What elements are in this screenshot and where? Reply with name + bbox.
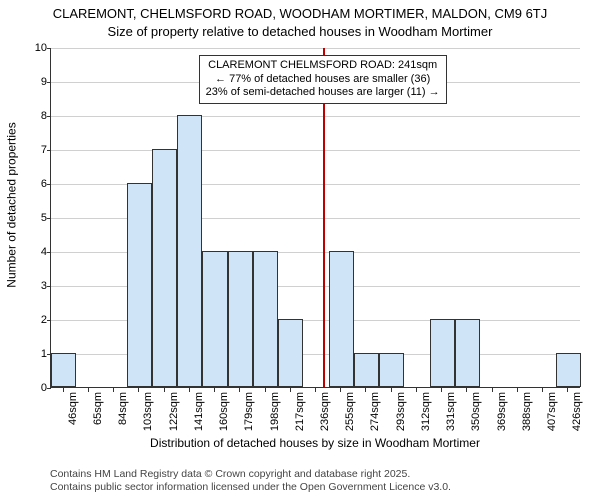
y-tick-mark xyxy=(47,354,51,355)
x-tick-mark xyxy=(88,388,89,392)
histogram-bar xyxy=(177,115,202,387)
x-tick-mark xyxy=(164,388,165,392)
y-tick-label: 10 xyxy=(25,42,47,54)
x-tick-label: 141sqm xyxy=(193,392,205,436)
x-tick-mark xyxy=(138,388,139,392)
x-tick-label: 179sqm xyxy=(243,392,255,436)
y-tick-mark xyxy=(47,116,51,117)
y-tick-label: 5 xyxy=(25,212,47,224)
footer-attribution: Contains HM Land Registry data © Crown c… xyxy=(50,468,580,494)
x-tick-mark xyxy=(365,388,366,392)
x-tick-label: 312sqm xyxy=(420,392,432,436)
x-tick-mark xyxy=(290,388,291,392)
x-tick-mark xyxy=(517,388,518,392)
x-tick-mark xyxy=(214,388,215,392)
y-tick-label: 8 xyxy=(25,110,47,122)
x-tick-label: 103sqm xyxy=(142,392,154,436)
x-tick-label: 217sqm xyxy=(294,392,306,436)
x-tick-mark xyxy=(441,388,442,392)
y-tick-mark xyxy=(47,218,51,219)
annotation-line: CLAREMONT CHELMSFORD ROAD: 241sqm xyxy=(206,59,440,73)
x-tick-label: 236sqm xyxy=(319,392,331,436)
x-tick-label: 331sqm xyxy=(445,392,457,436)
y-tick-mark xyxy=(47,82,51,83)
x-tick-mark xyxy=(416,388,417,392)
chart-container: CLAREMONT, CHELMSFORD ROAD, WOODHAM MORT… xyxy=(0,0,600,500)
y-tick-mark xyxy=(47,48,51,49)
x-tick-label: 255sqm xyxy=(344,392,356,436)
histogram-bar xyxy=(202,251,227,387)
x-tick-label: 65sqm xyxy=(92,392,104,436)
y-tick-mark xyxy=(47,150,51,151)
x-tick-mark xyxy=(265,388,266,392)
y-tick-label: 9 xyxy=(25,76,47,88)
histogram-bar xyxy=(278,319,303,387)
x-tick-label: 388sqm xyxy=(521,392,533,436)
footer-line1: Contains HM Land Registry data © Crown c… xyxy=(50,468,580,481)
histogram-bar xyxy=(430,319,455,387)
histogram-bar xyxy=(51,353,76,387)
x-axis-label: Distribution of detached houses by size … xyxy=(50,436,580,450)
gridline xyxy=(51,48,580,49)
x-tick-label: 160sqm xyxy=(218,392,230,436)
annotation-line: ← 77% of detached houses are smaller (36… xyxy=(206,73,440,87)
y-tick-mark xyxy=(47,184,51,185)
x-tick-mark xyxy=(315,388,316,392)
chart-title-line2: Size of property relative to detached ho… xyxy=(0,24,600,39)
histogram-bar xyxy=(127,183,152,387)
y-axis-label: Number of detached properties xyxy=(4,0,20,410)
y-tick-mark xyxy=(47,252,51,253)
histogram-bar xyxy=(253,251,278,387)
chart-title-line1: CLAREMONT, CHELMSFORD ROAD, WOODHAM MORT… xyxy=(0,6,600,21)
histogram-bar xyxy=(354,353,379,387)
x-tick-mark xyxy=(340,388,341,392)
histogram-bar xyxy=(228,251,253,387)
x-tick-mark xyxy=(542,388,543,392)
x-tick-mark xyxy=(466,388,467,392)
annotation-box: CLAREMONT CHELMSFORD ROAD: 241sqm← 77% o… xyxy=(199,55,447,104)
y-tick-label: 7 xyxy=(25,144,47,156)
histogram-bar xyxy=(379,353,404,387)
y-tick-label: 0 xyxy=(25,382,47,394)
y-tick-label: 4 xyxy=(25,246,47,258)
histogram-bar xyxy=(556,353,581,387)
x-tick-label: 293sqm xyxy=(395,392,407,436)
footer-line2: Contains public sector information licen… xyxy=(50,481,580,494)
histogram-bar xyxy=(152,149,177,387)
x-tick-mark xyxy=(189,388,190,392)
x-tick-label: 84sqm xyxy=(117,392,129,436)
x-tick-mark xyxy=(113,388,114,392)
x-tick-mark xyxy=(63,388,64,392)
y-tick-mark xyxy=(47,286,51,287)
x-tick-mark xyxy=(567,388,568,392)
x-tick-label: 407sqm xyxy=(546,392,558,436)
y-tick-mark xyxy=(47,320,51,321)
x-tick-mark xyxy=(492,388,493,392)
x-tick-label: 369sqm xyxy=(496,392,508,436)
y-tick-label: 6 xyxy=(25,178,47,190)
plot-area: CLAREMONT CHELMSFORD ROAD: 241sqm← 77% o… xyxy=(50,48,580,388)
histogram-bar xyxy=(329,251,354,387)
x-tick-label: 46sqm xyxy=(67,392,79,436)
gridline xyxy=(51,150,580,151)
x-tick-mark xyxy=(391,388,392,392)
y-tick-label: 3 xyxy=(25,280,47,292)
y-tick-label: 2 xyxy=(25,314,47,326)
y-tick-mark xyxy=(47,388,51,389)
y-tick-label: 1 xyxy=(25,348,47,360)
annotation-line: 23% of semi-detached houses are larger (… xyxy=(206,86,440,100)
x-tick-label: 122sqm xyxy=(168,392,180,436)
gridline xyxy=(51,116,580,117)
x-tick-label: 274sqm xyxy=(369,392,381,436)
x-tick-mark xyxy=(239,388,240,392)
histogram-bar xyxy=(455,319,480,387)
x-tick-label: 426sqm xyxy=(571,392,583,436)
x-tick-label: 198sqm xyxy=(269,392,281,436)
x-tick-label: 350sqm xyxy=(470,392,482,436)
